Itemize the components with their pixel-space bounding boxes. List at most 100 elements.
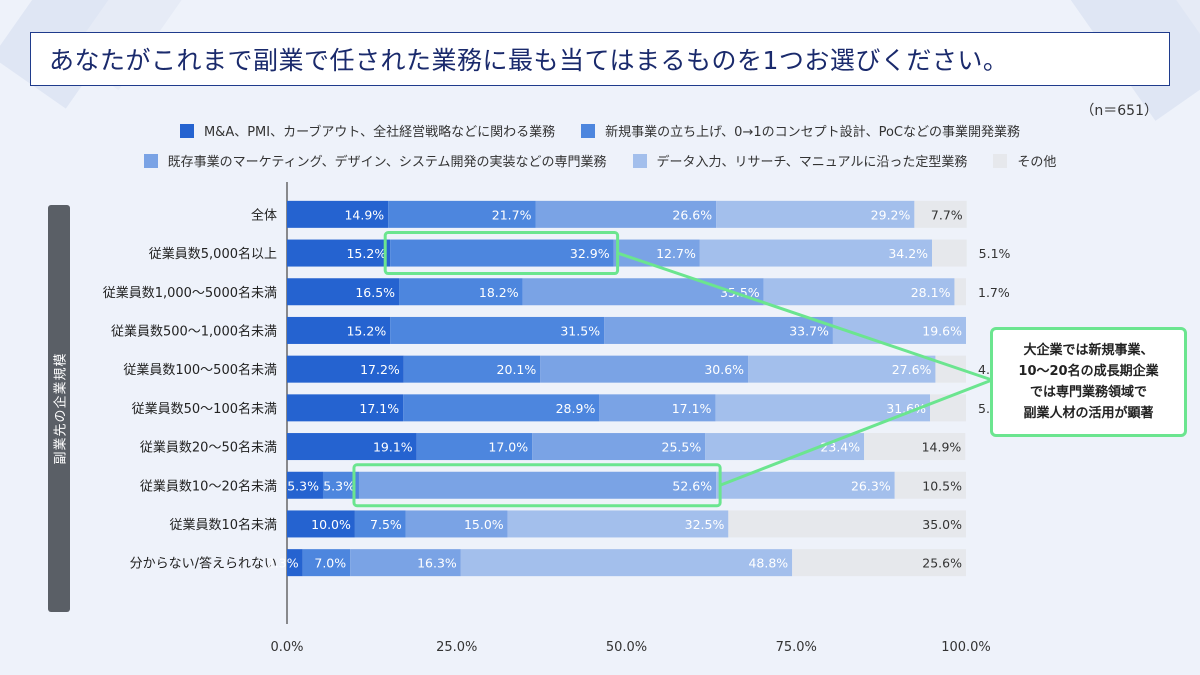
bar-segment	[302, 549, 351, 577]
x-tick-label: 25.0%	[436, 640, 477, 655]
bar-segment	[287, 278, 400, 306]
bar-segment	[930, 394, 966, 422]
x-tick-label: 0.0%	[270, 640, 303, 655]
category-label: 従業員数10名未満	[169, 517, 277, 533]
data-label: 29.2%	[871, 207, 911, 222]
data-label: 20.1%	[497, 362, 537, 377]
data-label: 7.5%	[370, 517, 402, 532]
legend-swatch	[632, 153, 647, 168]
data-label: 32.5%	[685, 517, 725, 532]
bar-segment	[748, 355, 936, 383]
legend-item: データ入力、リサーチ、マニュアルに沿った定型業務	[632, 151, 968, 170]
category-label: 従業員数1,000〜5000名未満	[103, 285, 277, 301]
bar-segment	[604, 316, 833, 344]
bar-segment	[599, 394, 716, 422]
bar-segment	[287, 239, 391, 267]
legend-swatch	[143, 153, 158, 168]
bar-segment	[287, 316, 391, 344]
legend-swatch	[581, 123, 596, 138]
data-label: 17.2%	[360, 362, 400, 377]
bar-segment	[522, 278, 764, 306]
data-label: 19.1%	[373, 440, 413, 455]
data-label: 17.0%	[488, 440, 528, 455]
data-label: 52.6%	[672, 478, 712, 493]
bar-segment	[287, 355, 404, 383]
data-label: 32.9%	[570, 246, 610, 261]
legend-item: その他	[993, 151, 1056, 170]
data-label: 17.1%	[359, 401, 399, 416]
legend-label: データ入力、リサーチ、マニュアルに沿った定型業務	[656, 155, 968, 170]
bar-segment	[287, 394, 404, 422]
data-label: 48.8%	[748, 556, 788, 571]
data-label: 31.5%	[560, 323, 600, 338]
data-label: 2.3%	[267, 556, 299, 571]
data-label: 5.3%	[323, 478, 355, 493]
category-label: 従業員数100〜500名未満	[123, 362, 277, 378]
x-tick-label: 75.0%	[776, 640, 817, 655]
bar-segment	[390, 239, 614, 267]
callout-text: 大企業では新規事業、 10〜20名の成長期企業 では専門業務領域で 副業人材の活…	[1018, 343, 1159, 421]
legend-item: 新規事業の立ち上げ、0→1のコンセプト設計、PoCなどの事業開発業務	[581, 121, 1020, 140]
data-label: 12.7%	[656, 246, 696, 261]
data-label: 35.0%	[922, 517, 962, 532]
callout-box: 大企業では新規事業、 10〜20名の成長期企業 では専門業務領域で 副業人材の活…	[990, 327, 1187, 437]
data-label: 30.6%	[704, 362, 744, 377]
data-label: 23.4%	[820, 440, 860, 455]
legend-row-2: 既存事業のマーケティング、デザイン、システム開発の実装などの専門業務 データ入力…	[0, 151, 1200, 170]
data-label: 16.3%	[417, 556, 457, 571]
bar-segment	[287, 200, 389, 228]
bar-segment	[535, 200, 717, 228]
data-label: 21.7%	[492, 207, 532, 222]
bar-segment	[287, 471, 323, 499]
callout-connector	[719, 378, 993, 487]
data-label: 15.2%	[346, 246, 386, 261]
category-label: 従業員数5,000名以上	[149, 246, 277, 262]
bar-segment	[390, 316, 605, 344]
bar-segment	[287, 549, 303, 577]
title-box: あなたがこれまで副業で任された業務に最も当てはまるものを1つお選びください。	[30, 32, 1170, 86]
bar-segment	[405, 510, 508, 538]
data-label: 19.6%	[922, 323, 962, 338]
category-label: 全体	[251, 207, 277, 223]
legend-swatch	[993, 153, 1008, 168]
bar-segment	[399, 278, 523, 306]
bar-segment	[763, 278, 955, 306]
category-label: 従業員数50〜100名未満	[132, 401, 277, 417]
bar-segment	[832, 316, 966, 344]
data-label: 10.5%	[922, 478, 962, 493]
data-label: 25.5%	[662, 440, 702, 455]
x-tick-label: 50.0%	[606, 640, 647, 655]
category-label: 従業員数20〜50名未満	[140, 440, 277, 456]
category-label: 分からない/答えられない	[130, 556, 277, 572]
data-label: 27.6%	[892, 362, 932, 377]
side-axis-label: 副業先の企業規模	[48, 205, 70, 612]
bar-segment	[287, 433, 417, 461]
data-label: 5.3%	[287, 478, 319, 493]
bar-segment	[507, 510, 729, 538]
bar-segment	[403, 394, 600, 422]
legend-label: 既存事業のマーケティング、デザイン、システム開発の実装などの専門業務	[167, 155, 607, 170]
data-label: 35.5%	[720, 285, 760, 300]
data-label: 34.2%	[888, 246, 928, 261]
bar-segment	[792, 549, 966, 577]
legend-row-1: M&A、PMI、カーブアウト、全社経営戦略などに関わる業務 新規事業の立ち上げ、…	[0, 121, 1200, 140]
bar-segment	[403, 355, 541, 383]
chart-title: あなたがこれまで副業で任された業務に最も当てはまるものを1つお選びください。	[49, 46, 1009, 75]
data-label: 25.6%	[922, 556, 962, 571]
callout-connector	[617, 251, 993, 382]
legend-label: 新規事業の立ち上げ、0→1のコンセプト設計、PoCなどの事業開発業務	[605, 125, 1021, 140]
bar-segment	[460, 549, 793, 577]
data-label: 10.0%	[311, 517, 351, 532]
legend-swatch	[179, 123, 194, 138]
legend-label: その他	[1017, 155, 1057, 170]
bar-segment	[358, 471, 717, 499]
bar-segment	[613, 239, 700, 267]
sample-size: （n＝651）	[1080, 103, 1158, 119]
bar-segment	[914, 200, 967, 228]
bar-segment	[354, 510, 406, 538]
bar-segment	[894, 471, 966, 499]
data-label: 15.0%	[464, 517, 504, 532]
bar-segment	[287, 510, 355, 538]
bar-segment	[699, 239, 933, 267]
category-label: 従業員数10〜20名未満	[140, 478, 277, 494]
